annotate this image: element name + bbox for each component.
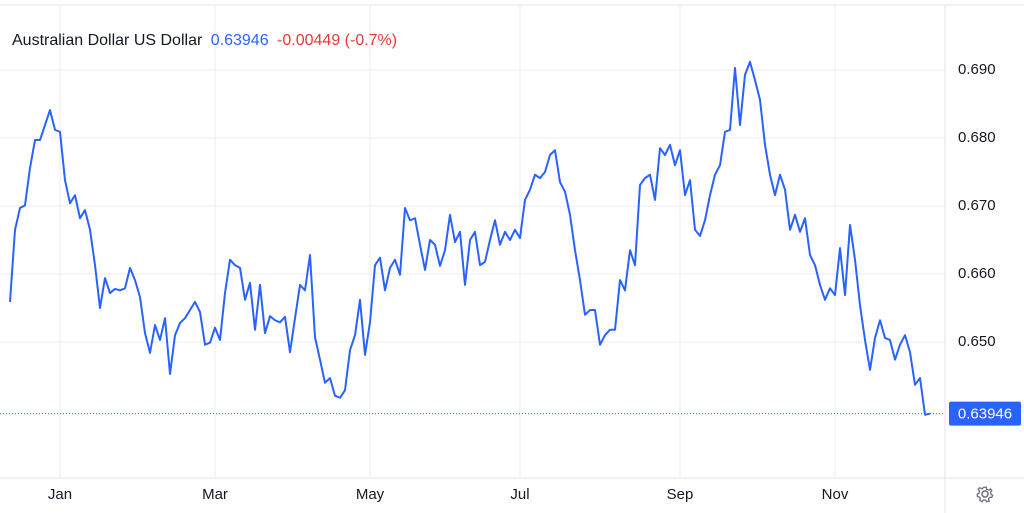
y-tick-label: 0.670 [958, 197, 996, 214]
change: -0.00449 (-0.7%) [277, 32, 398, 49]
y-tick-label: 0.680 [958, 129, 996, 146]
x-tick-label: Nov [822, 486, 849, 503]
y-tick-label: 0.650 [958, 333, 996, 350]
settings-icon[interactable] [976, 486, 994, 503]
header: Australian Dollar US Dollar 0.63946 -0.0… [12, 32, 401, 50]
y-tick-label: 0.660 [958, 265, 996, 282]
price-line [9, 60, 931, 416]
price-badge-label: 0.63946 [958, 406, 1012, 423]
x-tick-label: Sep [667, 486, 694, 503]
price-badge [949, 401, 1021, 426]
settings-icon-core[interactable] [981, 490, 989, 498]
x-tick-label: Mar [202, 486, 228, 503]
settings-icon-gear[interactable] [976, 486, 994, 503]
price: 0.63946 [210, 32, 269, 49]
x-tick-label: Jul [510, 486, 529, 503]
chart-title: Australian Dollar US Dollar [12, 32, 203, 49]
x-tick-label: Jan [48, 486, 72, 503]
x-tick-label: May [356, 486, 385, 503]
y-tick-label: 0.690 [958, 61, 996, 78]
